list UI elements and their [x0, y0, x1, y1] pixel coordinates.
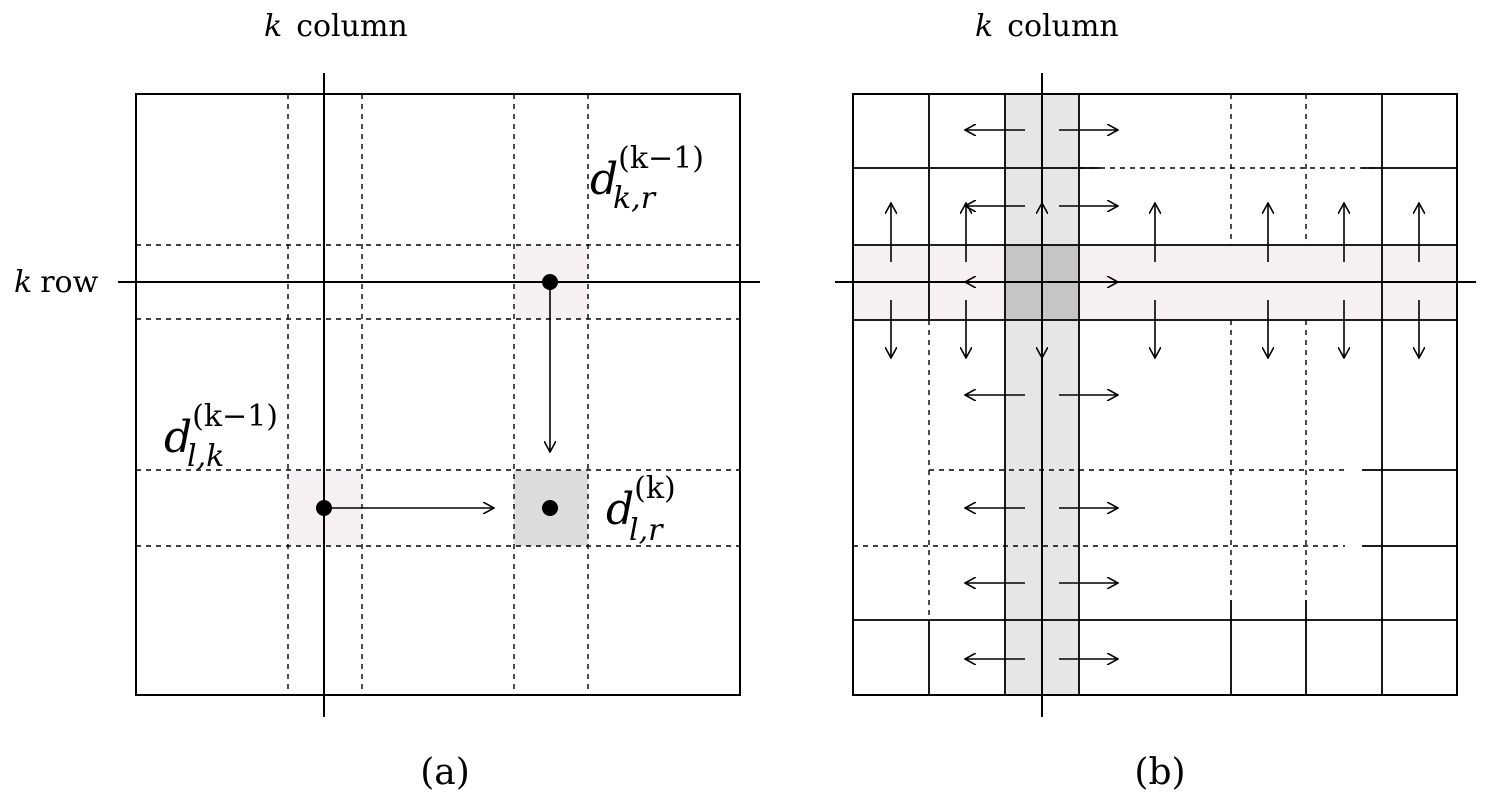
panel-a: k column k row d(k−1) k,r d(k−1) l,k d(k) … [14, 9, 760, 793]
k-row-label: k row [14, 265, 99, 300]
caption-a: (a) [420, 752, 470, 793]
label-d-kr: d(k−1) [590, 141, 704, 205]
dashed-grid-b [853, 94, 1382, 620]
k-column-label: k column [264, 9, 408, 44]
dot-d-kr [542, 274, 558, 290]
solid-grid-b [853, 94, 1457, 695]
label-d-lk: d(k−1) [164, 399, 278, 463]
k-column-label-b: k column [975, 9, 1119, 44]
label-d-lr-sub: l,r [629, 513, 664, 548]
label-d-lk-sub: l,k [187, 439, 224, 474]
dot-d-lr [542, 500, 558, 516]
matrix-frame [135, 93, 741, 696]
label-d-lr: d(k) [606, 471, 676, 535]
column-arrows [965, 130, 1118, 659]
panel-b: k column (b) [835, 9, 1476, 793]
row-arrows [891, 203, 1419, 358]
dashed-grid [136, 94, 740, 695]
label-d-kr-sub: k,r [613, 181, 657, 216]
matrix-frame-b [852, 93, 1458, 696]
caption-b: (b) [1134, 752, 1185, 793]
dot-d-lk [316, 500, 332, 516]
